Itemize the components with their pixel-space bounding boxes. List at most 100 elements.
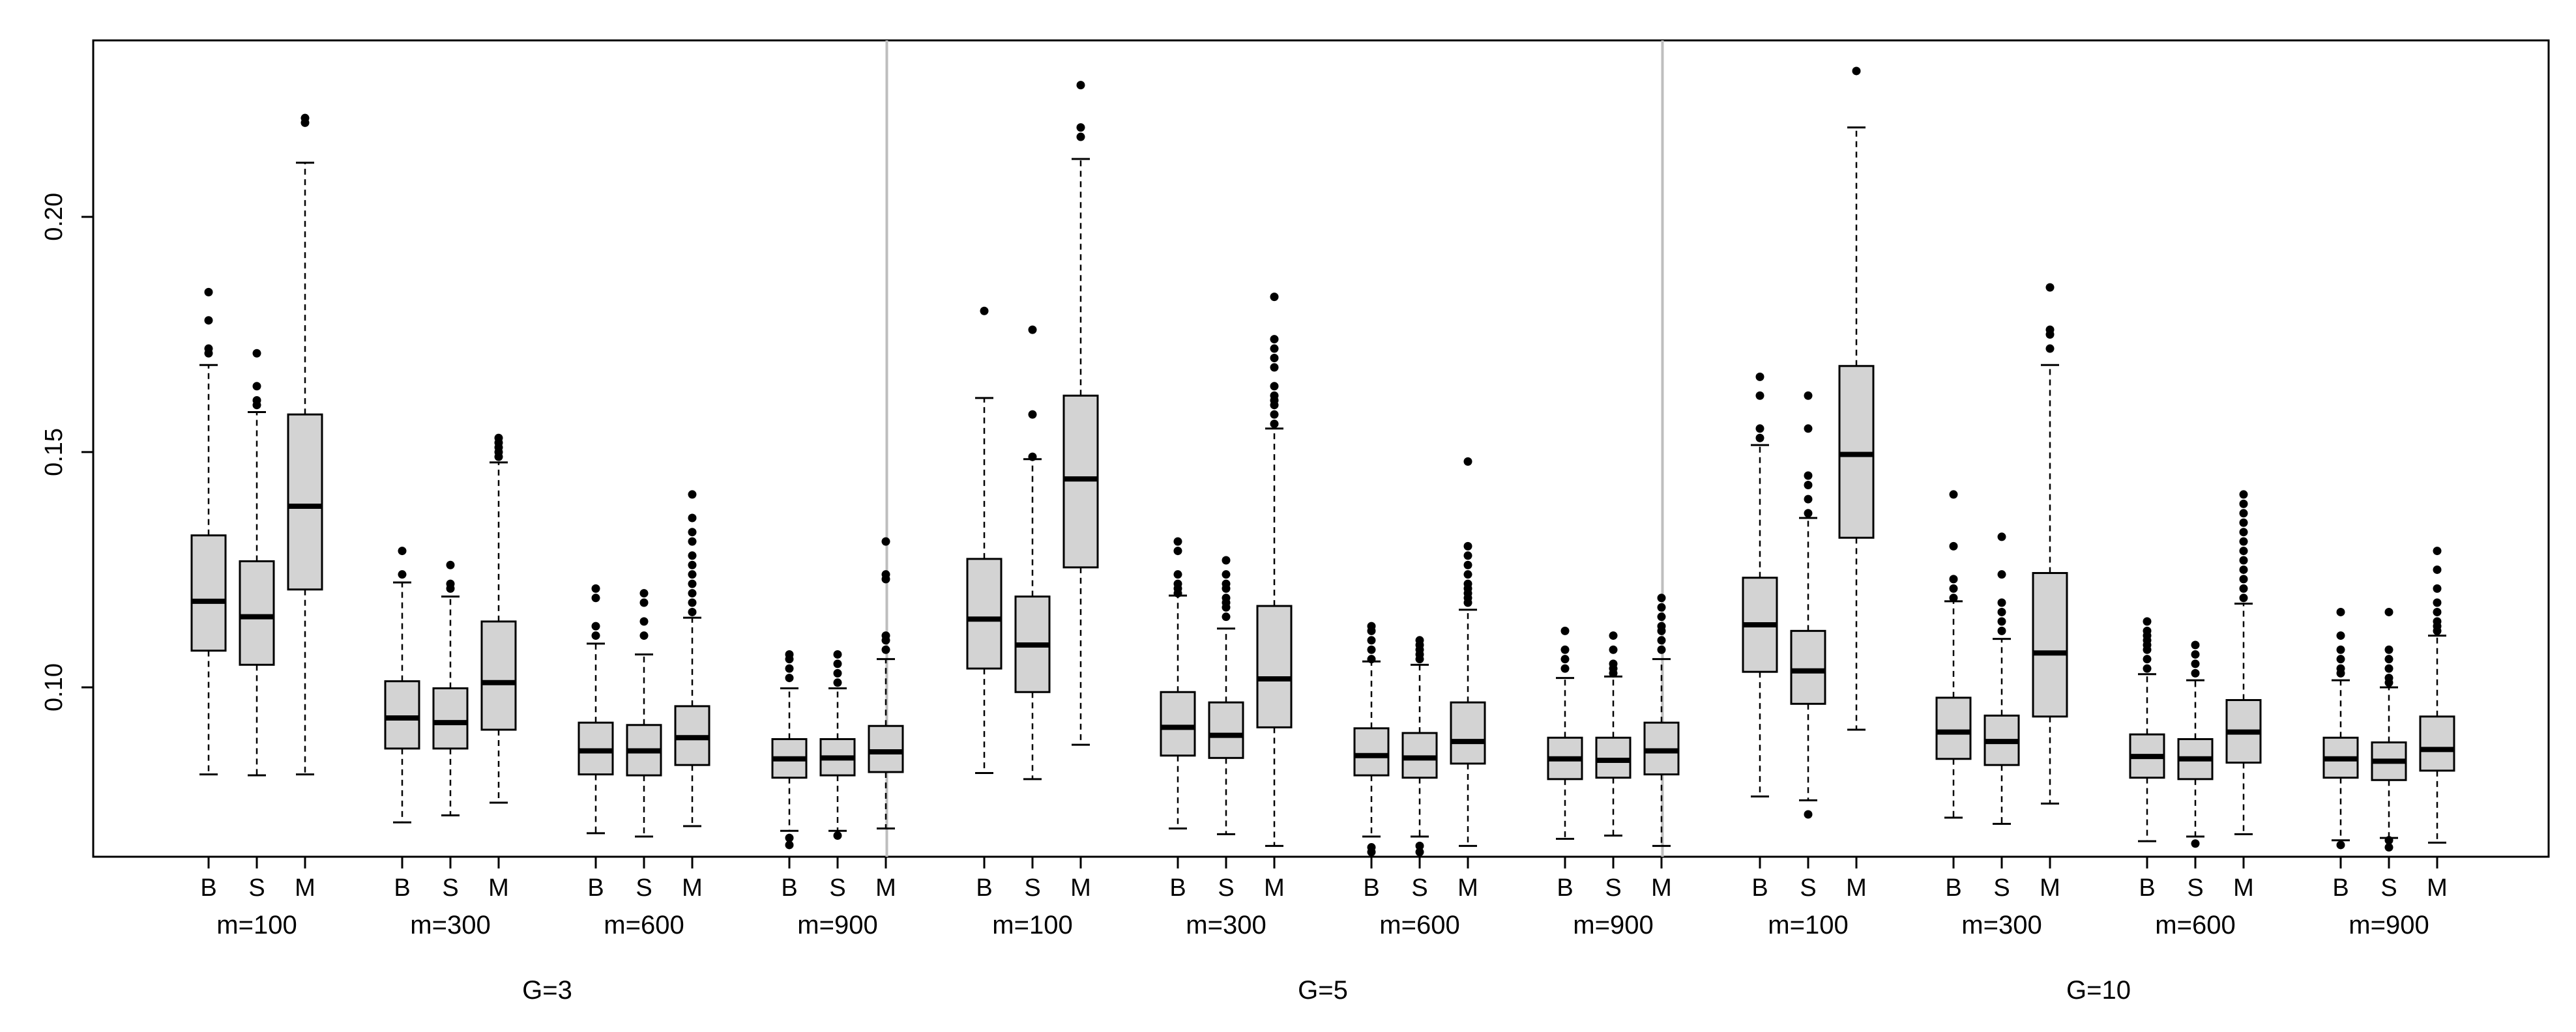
outlier-point — [1415, 841, 1424, 850]
panel-label: G=10 — [2066, 976, 2131, 1005]
outlier-point — [980, 306, 989, 315]
outlier-point — [1173, 537, 1182, 546]
outlier-point — [1367, 655, 1376, 664]
outlier-point — [2239, 528, 2248, 537]
group-label: m=100 — [992, 911, 1072, 939]
outlier-point — [1657, 594, 1666, 603]
outlier-point — [1222, 579, 1231, 588]
outlier-point — [2433, 584, 2442, 593]
outlier-point — [591, 584, 600, 593]
method-label: M — [1457, 874, 1478, 902]
outlier-point — [1657, 612, 1666, 622]
box-B: B — [578, 584, 614, 902]
outlier-point — [1076, 123, 1085, 132]
outlier-point — [446, 560, 455, 569]
outlier-point — [1463, 457, 1472, 466]
group-m-300: B S Mm=300 — [1160, 293, 1293, 939]
outlier-point — [2239, 499, 2248, 508]
group-label: m=900 — [797, 911, 877, 939]
iqr-box — [1353, 727, 1390, 777]
outlier-point — [1657, 603, 1666, 612]
box-M: M — [2225, 490, 2262, 902]
group-m-100: B S Mm=100 — [1742, 66, 1875, 939]
outlier-point — [2433, 607, 2442, 616]
box-B: B — [190, 287, 227, 902]
method-label: B — [1751, 874, 1768, 902]
outlier-point — [833, 678, 842, 687]
outlier-point — [1415, 636, 1424, 645]
box-S: S — [1208, 556, 1244, 902]
box-B: B — [1353, 622, 1390, 902]
box-B: B — [1742, 372, 1778, 902]
outlier-point — [2045, 283, 2055, 292]
method-label: B — [394, 874, 410, 902]
outlier-point — [2239, 518, 2248, 527]
outlier-point — [2239, 594, 2248, 603]
group-m-600: B S Mm=600 — [578, 490, 710, 939]
outlier-point — [2433, 565, 2442, 574]
outlier-point — [2143, 655, 2152, 664]
outlier-point — [1997, 598, 2006, 607]
outlier-point — [1222, 556, 1231, 565]
method-label: S — [442, 874, 458, 902]
method-label: B — [1363, 874, 1379, 902]
iqr-box — [432, 687, 469, 750]
outlier-point — [1804, 391, 1813, 400]
outlier-point — [1270, 391, 1279, 400]
iqr-box — [1256, 605, 1293, 728]
outlier-point — [688, 560, 697, 569]
outlier-point — [1609, 631, 1618, 640]
box-M: M — [674, 490, 710, 902]
box-M: M — [2419, 547, 2455, 902]
outlier-point — [2384, 836, 2393, 845]
iqr-box — [1450, 701, 1486, 765]
group-m-600: B S Mm=600 — [2129, 490, 2262, 939]
outlier-point — [639, 589, 649, 598]
outlier-point — [2336, 631, 2345, 640]
outlier-point — [398, 547, 407, 556]
outlier-point — [2143, 617, 2152, 626]
outlier-point — [1222, 594, 1231, 603]
outlier-point — [2384, 607, 2393, 616]
outlier-point — [1463, 570, 1472, 579]
method-label: S — [1800, 874, 1816, 902]
box-B: B — [966, 306, 1003, 902]
outlier-point — [2191, 839, 2200, 848]
method-label: S — [1411, 874, 1427, 902]
outlier-point — [2239, 556, 2248, 565]
outlier-point — [1028, 325, 1037, 334]
group-m-600: B S Mm=600 — [1353, 457, 1486, 939]
outlier-point — [1852, 66, 1861, 76]
outlier-point — [1609, 659, 1618, 668]
method-label: M — [1070, 874, 1091, 902]
outlier-point — [446, 579, 455, 588]
iqr-box — [2032, 572, 2068, 718]
outlier-point — [881, 631, 890, 640]
outlier-point — [833, 668, 842, 678]
outlier-point — [2239, 575, 2248, 584]
iqr-box — [1935, 696, 1972, 760]
outlier-point — [1560, 655, 1570, 664]
y-tick-label: 0.10 — [40, 663, 68, 711]
outlier-point — [1463, 541, 1472, 551]
outlier-point — [1949, 594, 1958, 603]
y-tick-label: 0.15 — [40, 428, 68, 476]
outlier-point — [1997, 532, 2006, 541]
method-label: B — [1945, 874, 1961, 902]
method-label: M — [2427, 874, 2448, 902]
outlier-point — [688, 607, 697, 616]
iqr-box — [384, 680, 420, 750]
outlier-point — [785, 664, 794, 673]
outlier-point — [2239, 490, 2248, 499]
box-M: M — [1838, 66, 1875, 902]
outlier-point — [785, 840, 794, 850]
outlier-point — [688, 589, 697, 598]
outlier-point — [204, 344, 213, 353]
method-label: B — [587, 874, 604, 902]
box-S: S — [1014, 325, 1051, 902]
outlier-point — [2239, 565, 2248, 574]
outlier-point — [1755, 372, 1764, 381]
method-label: S — [636, 874, 652, 902]
